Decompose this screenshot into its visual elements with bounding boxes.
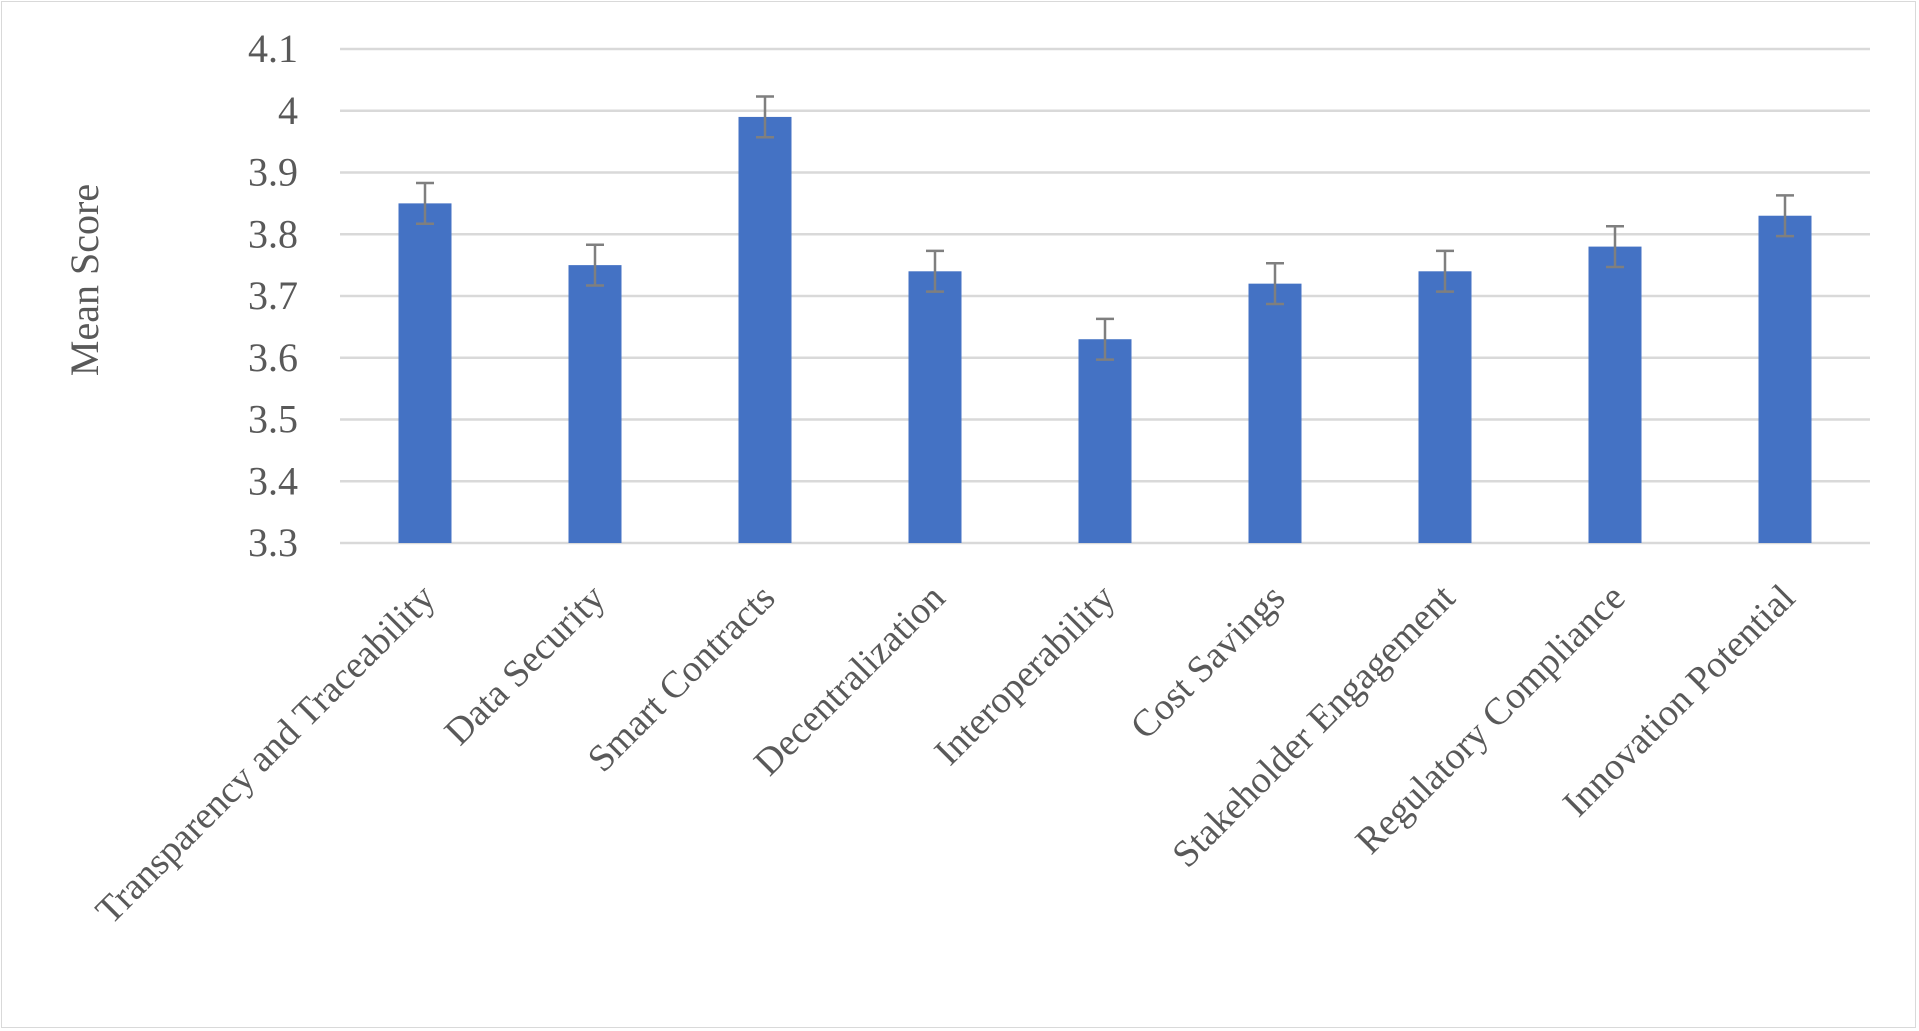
y-tick-label: 3.7 <box>248 273 298 318</box>
y-tick-label: 3.5 <box>248 397 298 442</box>
error-bars <box>416 95 1794 361</box>
bar <box>1248 283 1302 543</box>
bar <box>1078 339 1132 543</box>
y-tick-label: 3.4 <box>248 458 298 503</box>
y-tick-label: 3.3 <box>248 520 298 565</box>
bar <box>1418 271 1472 543</box>
x-category-label: Transparency and Traceability <box>88 577 444 933</box>
y-tick-label: 4 <box>278 88 298 133</box>
x-category-label: Data Security <box>437 577 614 754</box>
x-category-label: Interoperability <box>927 577 1124 774</box>
y-axis-ticks: 3.3 3.4 3.5 3.6 3.7 3.8 3.9 4 4.1 <box>248 26 298 565</box>
bar <box>738 116 792 544</box>
x-category-label: Stakeholder Engagement <box>1164 576 1463 875</box>
bar <box>568 265 622 543</box>
y-tick-label: 3.8 <box>248 211 298 256</box>
y-tick-label: 4.1 <box>248 26 298 71</box>
bars <box>398 116 1812 544</box>
bar <box>398 203 452 543</box>
bar <box>1758 215 1812 543</box>
y-tick-label: 3.9 <box>248 150 298 195</box>
y-axis-label: Mean Score <box>62 184 107 376</box>
bar <box>908 271 962 543</box>
y-tick-label: 3.6 <box>248 335 298 380</box>
bar <box>1588 246 1642 543</box>
x-category-label: Cost Savings <box>1123 577 1294 748</box>
